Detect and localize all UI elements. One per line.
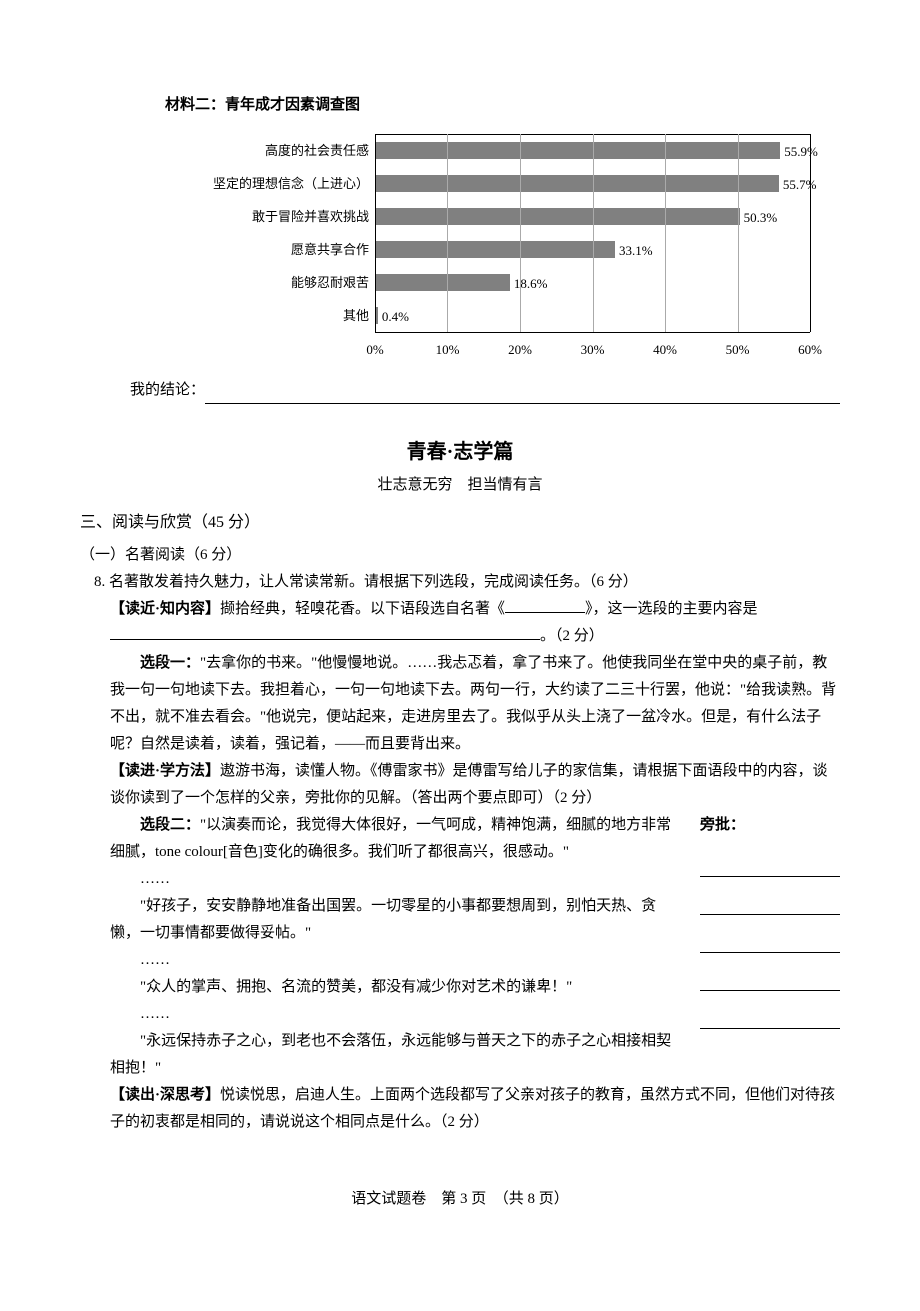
chart-row: 敢于冒险并喜欢挑战 50.3% [190,200,810,233]
q8-part1-text-a: 撷拾经典，轻嗅花香。以下语段选自名著《 [220,601,505,617]
value-label: 55.7% [783,173,817,196]
q8-blank-content[interactable] [110,625,540,640]
q8-ellipsis-1: …… [110,866,682,893]
gridline [447,134,448,332]
gridline [810,134,811,332]
conclusion-blank[interactable] [205,389,840,404]
annotation-blank[interactable] [700,929,840,953]
tick-label: 10% [436,338,460,361]
annotation-column: 旁批： [700,812,840,1082]
bar [375,274,510,291]
q8-part1-label: 【读近·知内容】 [110,601,220,617]
tick-label: 40% [653,338,677,361]
q8-two-col: 选段二："以演奏而论，我觉得大体很好，一气呵成，精神饱满，细腻的地方非常细腻，t… [110,812,840,1082]
q8-blank-book[interactable] [505,598,585,613]
chapter-title: 青春·志学篇 [80,434,840,470]
chart-row: 能够忍耐艰苦 18.6% [190,266,810,299]
tick-label: 30% [581,338,605,361]
q8-excerpt2-p4: "永远保持赤子之心，到老也不会落伍，永远能够与普天之下的赤子之心相接相契相抱！" [110,1028,682,1082]
section3-heading: 三、阅读与欣赏（45 分） [80,509,840,538]
value-label: 33.1% [619,239,653,262]
q8-excerpt1-text: "去拿你的书来。"他慢慢地说。……我忐忑着，拿了书来了。他使我同坐在堂中央的桌子… [110,655,836,752]
q8-part2: 【读进·学方法】遨游书海，读懂人物。《傅雷家书》是傅雷写给儿子的家信集，请根据下… [110,758,840,812]
conclusion-row: 我的结论： [130,377,840,404]
q8-excerpt2-p1-wrap: 选段二："以演奏而论，我觉得大体很好，一气呵成，精神饱满，细腻的地方非常细腻，t… [110,812,682,866]
bar [375,241,615,258]
q8-excerpt1: 选段一："去拿你的书来。"他慢慢地说。……我忐忑着，拿了书来了。他使我同坐在堂中… [110,650,840,758]
annotation-blank[interactable] [700,853,840,877]
q8-ellipsis-2: …… [110,947,682,974]
tick-label: 50% [726,338,750,361]
value-label: 18.6% [514,272,548,295]
material2-title: 青年成才因素调查图 [225,97,360,113]
category-label: 愿意共享合作 [190,238,375,261]
q8-part2-label: 【读进·学方法】 [110,763,220,779]
chart-row: 愿意共享合作 33.1% [190,233,810,266]
q8-part1-text-b: 》，这一选段的主要内容是 [585,601,758,617]
conclusion-prefix: 我的结论： [130,377,205,404]
chart-row: 高度的社会责任感55.9% [190,134,810,167]
q8-excerpt2-label: 选段二： [140,817,200,833]
q8-excerpt2-p3: "众人的掌声、拥抱、名流的赞美，都没有减少你对艺术的谦卑！" [110,974,682,1001]
tick-label: 0% [366,338,383,361]
q8-part1: 【读近·知内容】撷拾经典，轻嗅花香。以下语段选自名著《 》，这一选段的主要内容是。… [110,596,840,650]
chapter-subtitle: 壮志意无穷 担当情有言 [80,472,840,499]
bar [375,142,780,159]
value-label: 0.4% [382,305,409,328]
annotation-label: 旁批： [700,812,840,839]
gridline [520,134,521,332]
q8-excerpt1-label: 选段一： [140,655,200,671]
q8-ellipsis-3: …… [110,1001,682,1028]
gridline [665,134,666,332]
category-label: 其他 [190,304,375,327]
chart-row: 其他 0.4% [190,299,810,332]
q8-part3-label: 【读出·深思考】 [110,1087,220,1103]
value-label: 55.9% [784,140,818,163]
gridline [738,134,739,332]
annotation-blank[interactable] [700,1005,840,1029]
annotation-blank[interactable] [700,891,840,915]
x-axis: 0%10%20%30%40%50%60% [190,332,810,362]
category-label: 敢于冒险并喜欢挑战 [190,205,375,228]
value-label: 50.3% [744,206,778,229]
gridline [593,134,594,332]
tick-label: 60% [798,338,822,361]
material2-heading: 材料二：青年成才因素调查图 [165,92,840,119]
bar [375,208,740,225]
category-label: 坚定的理想信念（上进心） [190,172,375,195]
q8-excerpt2-p2: "好孩子，安安静静地准备出国罢。一切零星的小事都要想周到，别怕天热、贪懒，一切事… [110,893,682,947]
category-label: 能够忍耐艰苦 [190,271,375,294]
material2-label: 材料二： [165,97,225,113]
q8-part1-score: 。（2 分） [540,628,604,644]
bar-chart: 高度的社会责任感55.9%坚定的理想信念（上进心）55.7% 敢于冒险并喜欢挑战 5… [190,134,810,362]
tick-label: 20% [508,338,532,361]
gridline [375,134,376,332]
q8-stem: 8. 名著散发着持久魅力，让人常读常新。请根据下列选段，完成阅读任务。（6 分） [94,569,840,596]
q8-part3: 【读出·深思考】悦读悦思，启迪人生。上面两个选段都写了父亲对孩子的教育，虽然方式… [110,1082,840,1136]
annotation-blank[interactable] [700,967,840,991]
section3-sub1: （一）名著阅读（6 分） [80,542,840,569]
bar [375,175,779,192]
page-footer: 语文试题卷 第 3 页 （共 8 页） [80,1186,840,1213]
chart-row: 坚定的理想信念（上进心）55.7% [190,167,810,200]
category-label: 高度的社会责任感 [190,139,375,162]
